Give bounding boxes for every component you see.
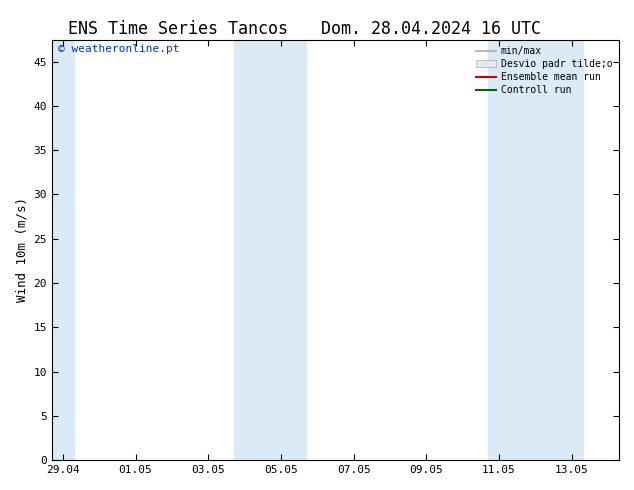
Text: © weatheronline.pt: © weatheronline.pt xyxy=(58,44,179,54)
Bar xyxy=(234,40,306,460)
Y-axis label: Wind 10m (m/s): Wind 10m (m/s) xyxy=(15,197,28,302)
Text: Dom. 28.04.2024 16 UTC: Dom. 28.04.2024 16 UTC xyxy=(321,20,541,38)
Legend: min/max, Desvio padr tilde;o, Ensemble mean run, Controll run: min/max, Desvio padr tilde;o, Ensemble m… xyxy=(474,45,614,97)
Bar xyxy=(488,40,583,460)
Text: ENS Time Series Tancos: ENS Time Series Tancos xyxy=(67,20,288,38)
Bar xyxy=(52,40,74,460)
